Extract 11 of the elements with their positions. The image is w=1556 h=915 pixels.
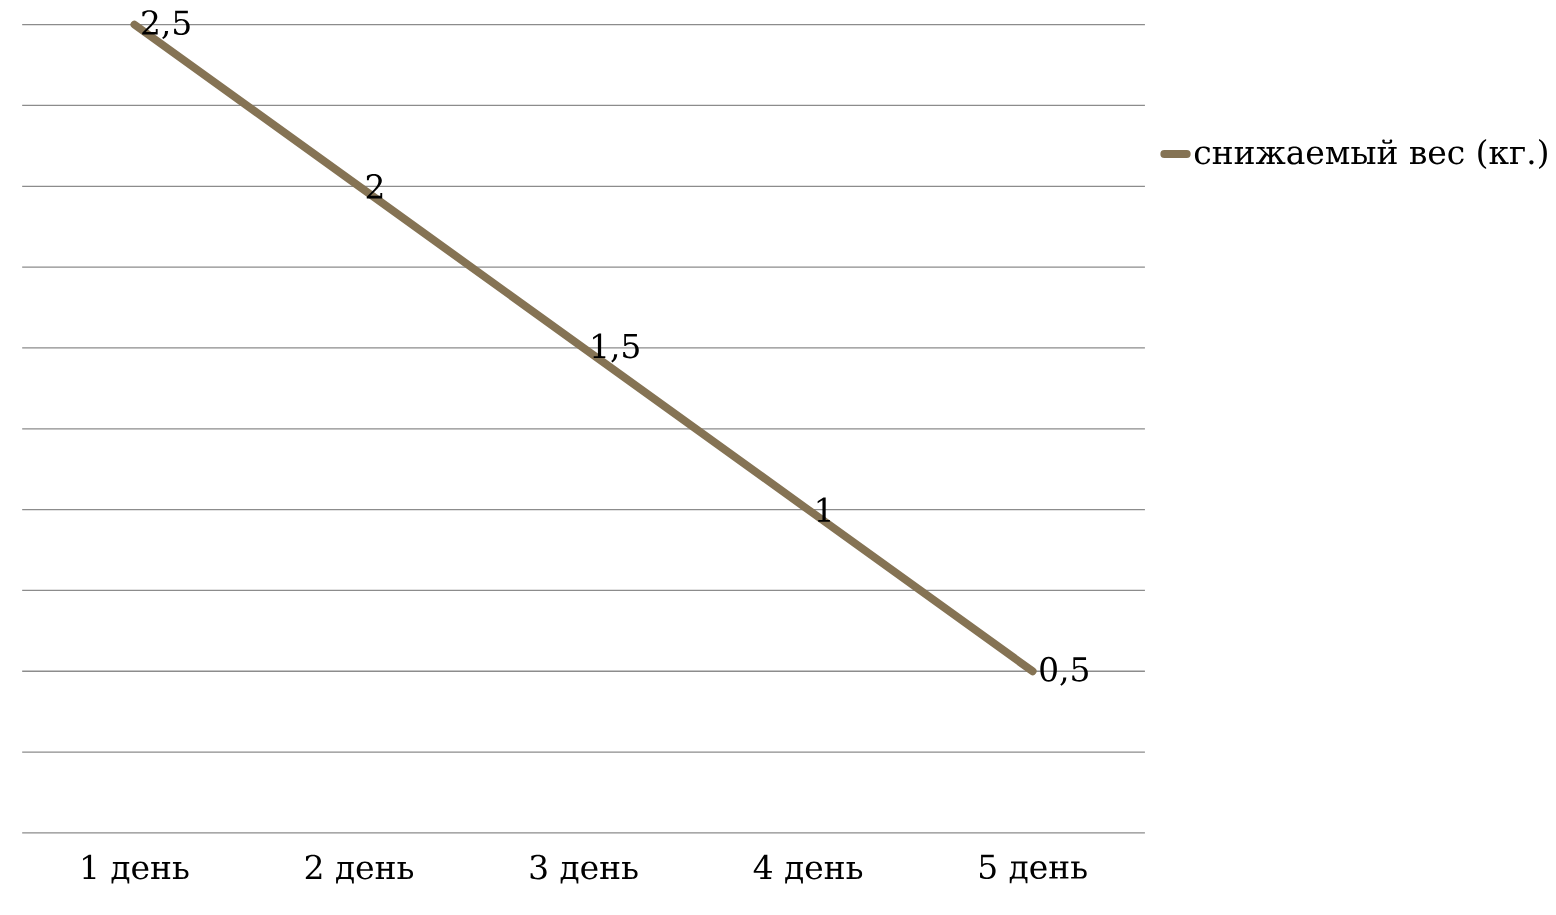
data-label: 2,5 bbox=[142, 10, 190, 40]
data-label: 0,5 bbox=[1040, 656, 1088, 686]
data-label: 2 bbox=[366, 174, 383, 199]
data-label: 1,5 bbox=[593, 333, 639, 363]
x-tick-label: 5 день bbox=[980, 854, 1087, 884]
data-label: 1 bbox=[817, 497, 830, 522]
x-tick-label: 4 день bbox=[753, 854, 863, 884]
x-tick-label: 2 день bbox=[305, 854, 414, 884]
legend-label: снижаемый вес (кг.) bbox=[1194, 139, 1547, 170]
x-tick-label: 3 день bbox=[530, 854, 638, 884]
x-tick-label: 1 день bbox=[83, 854, 189, 884]
